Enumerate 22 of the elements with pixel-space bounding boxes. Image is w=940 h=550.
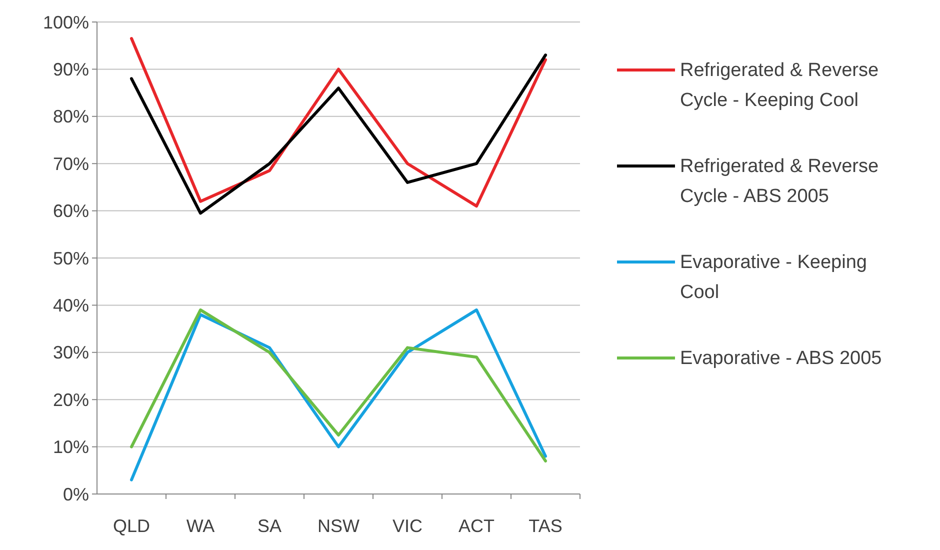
legend-label: Refrigerated & Reverse Cycle - ABS 2005 [680,156,879,207]
y-tick-label: 10% [52,437,89,458]
legend-label: Evaporative - Keeping Cool [680,252,867,303]
x-tick-label: WA [186,516,215,536]
y-tick-label: 50% [52,248,89,268]
x-tick-label: ACT [458,516,495,536]
legend-label: Evaporative - ABS 2005 [680,348,882,369]
x-tick-label: QLD [112,516,150,536]
x-tick-label: TAS [528,516,562,536]
y-tick-label: 0% [62,484,89,504]
y-tick-label: 80% [52,106,89,127]
y-tick-label: 100% [42,12,89,32]
y-tick-label: 40% [52,296,89,316]
x-tick-label: VIC [392,516,423,536]
y-tick-label: 60% [52,201,89,222]
x-tick-label: NSW [318,516,360,536]
x-tick-label: SA [257,516,282,536]
y-tick-label: 30% [52,342,89,363]
legend-label: Refrigerated & Reverse Cycle - Keeping Cool [680,60,879,111]
y-tick-label: 70% [52,154,89,174]
y-tick-label: 20% [52,390,89,410]
y-tick-label: 90% [52,60,89,80]
